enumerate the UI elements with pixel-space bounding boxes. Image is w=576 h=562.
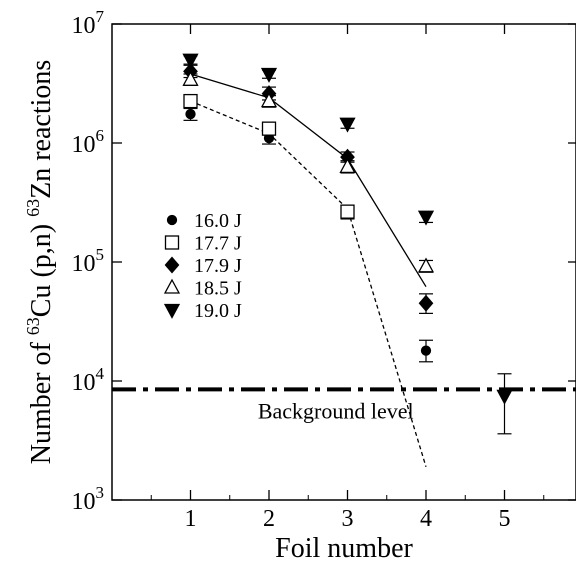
point-marker — [260, 67, 278, 83]
legend-item: 18.5 J — [163, 278, 242, 300]
data-point — [339, 117, 356, 133]
x-axis-ticks: 1 2 3 4 5 — [150, 24, 545, 532]
point-marker — [340, 204, 355, 219]
solid-fit-line — [190, 73, 427, 288]
data-point — [182, 53, 199, 69]
data-point — [182, 70, 199, 86]
fit-lines — [190, 73, 427, 467]
legend-marker — [163, 303, 181, 319]
legend-label: 17.9 J — [194, 255, 242, 277]
legend-item: 17.9 J — [164, 255, 242, 277]
legend-label: 16.0 J — [194, 210, 242, 232]
y-axis-label: Number of 63Cu (p,n) 63Zn reactions — [23, 60, 57, 465]
legend-item: 19.0 J — [163, 300, 242, 322]
data-point — [260, 92, 278, 108]
plot-frame — [111, 23, 576, 501]
legend: 16.0 J17.7 J17.9 J18.5 J19.0 J — [163, 210, 242, 322]
data-point — [183, 93, 198, 109]
y-tick-label: 106 — [72, 126, 105, 158]
point-marker — [182, 70, 199, 86]
data-point — [419, 339, 433, 363]
legend-label: 17.7 J — [194, 233, 242, 255]
legend-marker — [163, 278, 181, 294]
x-tick-label: 5 — [499, 506, 511, 532]
data-point — [261, 121, 277, 136]
y-tick-label: 103 — [72, 483, 105, 515]
point-marker — [339, 117, 356, 133]
dashed-fit-line — [190, 100, 427, 467]
point-marker — [418, 294, 434, 312]
x-tick-label: 1 — [185, 506, 197, 532]
point-marker — [261, 121, 277, 136]
point-marker — [260, 92, 278, 108]
legend-marker — [164, 256, 180, 274]
legend-label: 19.0 J — [194, 300, 242, 322]
data-point — [340, 204, 355, 219]
data-point — [418, 293, 434, 314]
y-tick-label: 105 — [72, 245, 105, 277]
legend-marker — [166, 214, 178, 226]
data-point — [183, 107, 198, 121]
legend-item: 17.7 J — [164, 233, 242, 255]
point-marker — [183, 93, 198, 109]
x-tick-label: 4 — [420, 506, 432, 532]
data-point — [496, 373, 513, 435]
data-point — [339, 158, 356, 174]
point-marker — [339, 158, 356, 174]
data-point — [417, 210, 435, 226]
background-level: Background level — [112, 387, 576, 423]
y-tick-label: 104 — [72, 364, 105, 396]
legend-marker — [164, 235, 180, 250]
y-tick-label: 107 — [72, 7, 105, 39]
point-marker — [182, 53, 199, 69]
point-marker — [420, 345, 432, 356]
y-axis-ticks: 103 104 105 106 107 — [72, 7, 576, 515]
point-marker — [496, 389, 513, 405]
legend-item: 16.0 J — [166, 210, 242, 232]
point-marker — [185, 108, 196, 120]
x-tick-label: 2 — [263, 506, 275, 532]
point-marker — [417, 210, 435, 226]
background-level-label: Background level — [258, 398, 414, 423]
legend-label: 18.5 J — [194, 278, 242, 300]
data-point — [260, 67, 278, 83]
data-points — [182, 53, 513, 435]
x-tick-label: 3 — [342, 506, 354, 532]
data-point — [417, 257, 435, 273]
x-axis-label: Foil number — [275, 533, 413, 562]
point-marker — [417, 257, 435, 273]
